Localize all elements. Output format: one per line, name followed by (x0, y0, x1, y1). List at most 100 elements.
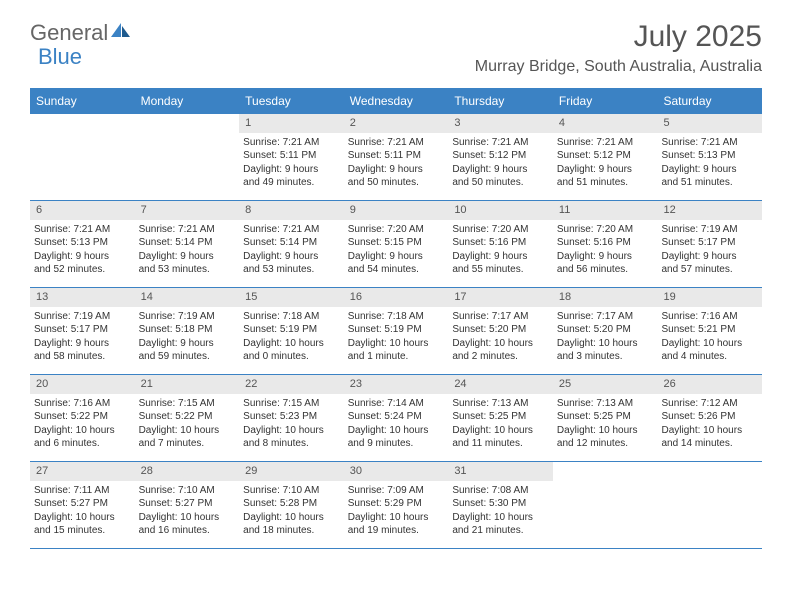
day-content: Sunrise: 7:21 AMSunset: 5:13 PMDaylight:… (657, 133, 762, 194)
day-header-wednesday: Wednesday (344, 88, 449, 114)
day-day1: Daylight: 10 hours (139, 511, 236, 525)
day-day1: Daylight: 10 hours (243, 511, 340, 525)
day-content: Sunrise: 7:21 AMSunset: 5:11 PMDaylight:… (344, 133, 449, 194)
day-content: Sunrise: 7:16 AMSunset: 5:22 PMDaylight:… (30, 394, 135, 455)
day-day1: Daylight: 9 hours (661, 163, 758, 177)
day-day1: Daylight: 10 hours (557, 337, 654, 351)
day-content: Sunrise: 7:19 AMSunset: 5:18 PMDaylight:… (135, 307, 240, 368)
day-cell: 6Sunrise: 7:21 AMSunset: 5:13 PMDaylight… (30, 201, 135, 287)
day-cell: 28Sunrise: 7:10 AMSunset: 5:27 PMDayligh… (135, 462, 240, 548)
day-sunset: Sunset: 5:25 PM (557, 410, 654, 424)
day-day2: and 52 minutes. (34, 263, 131, 277)
day-content: Sunrise: 7:21 AMSunset: 5:14 PMDaylight:… (239, 220, 344, 281)
day-sunrise: Sunrise: 7:11 AM (34, 484, 131, 498)
day-cell: 9Sunrise: 7:20 AMSunset: 5:15 PMDaylight… (344, 201, 449, 287)
day-day2: and 9 minutes. (348, 437, 445, 451)
day-content: Sunrise: 7:20 AMSunset: 5:16 PMDaylight:… (448, 220, 553, 281)
day-day2: and 7 minutes. (139, 437, 236, 451)
day-content: Sunrise: 7:15 AMSunset: 5:22 PMDaylight:… (135, 394, 240, 455)
day-sunset: Sunset: 5:19 PM (243, 323, 340, 337)
day-day1: Daylight: 9 hours (452, 250, 549, 264)
day-number: 29 (239, 462, 344, 481)
day-sunset: Sunset: 5:15 PM (348, 236, 445, 250)
day-cell: 1Sunrise: 7:21 AMSunset: 5:11 PMDaylight… (239, 114, 344, 200)
day-day2: and 14 minutes. (661, 437, 758, 451)
title-block: July 2025 Murray Bridge, South Australia… (475, 20, 762, 76)
day-sunset: Sunset: 5:25 PM (452, 410, 549, 424)
day-header-saturday: Saturday (657, 88, 762, 114)
day-sunrise: Sunrise: 7:18 AM (348, 310, 445, 324)
day-cell: 8Sunrise: 7:21 AMSunset: 5:14 PMDaylight… (239, 201, 344, 287)
day-day2: and 51 minutes. (557, 176, 654, 190)
day-day1: Daylight: 10 hours (452, 337, 549, 351)
day-cell: 13Sunrise: 7:19 AMSunset: 5:17 PMDayligh… (30, 288, 135, 374)
day-cell: 23Sunrise: 7:14 AMSunset: 5:24 PMDayligh… (344, 375, 449, 461)
week-row: 13Sunrise: 7:19 AMSunset: 5:17 PMDayligh… (30, 288, 762, 375)
day-cell: 10Sunrise: 7:20 AMSunset: 5:16 PMDayligh… (448, 201, 553, 287)
day-day2: and 57 minutes. (661, 263, 758, 277)
day-day1: Daylight: 10 hours (557, 424, 654, 438)
day-day2: and 49 minutes. (243, 176, 340, 190)
day-cell: 4Sunrise: 7:21 AMSunset: 5:12 PMDaylight… (553, 114, 658, 200)
day-day2: and 16 minutes. (139, 524, 236, 538)
day-sunrise: Sunrise: 7:10 AM (139, 484, 236, 498)
day-number: 15 (239, 288, 344, 307)
day-content: Sunrise: 7:10 AMSunset: 5:28 PMDaylight:… (239, 481, 344, 542)
day-content: Sunrise: 7:21 AMSunset: 5:12 PMDaylight:… (553, 133, 658, 194)
day-day2: and 19 minutes. (348, 524, 445, 538)
day-content: Sunrise: 7:16 AMSunset: 5:21 PMDaylight:… (657, 307, 762, 368)
day-sunrise: Sunrise: 7:13 AM (557, 397, 654, 411)
day-cell: 22Sunrise: 7:15 AMSunset: 5:23 PMDayligh… (239, 375, 344, 461)
day-day2: and 53 minutes. (243, 263, 340, 277)
day-day2: and 12 minutes. (557, 437, 654, 451)
day-day1: Daylight: 10 hours (34, 511, 131, 525)
day-number: 1 (239, 114, 344, 133)
day-day1: Daylight: 9 hours (557, 250, 654, 264)
day-number: 25 (553, 375, 658, 394)
day-cell: 14Sunrise: 7:19 AMSunset: 5:18 PMDayligh… (135, 288, 240, 374)
day-sunrise: Sunrise: 7:09 AM (348, 484, 445, 498)
day-day2: and 56 minutes. (557, 263, 654, 277)
day-number: 27 (30, 462, 135, 481)
day-number: 30 (344, 462, 449, 481)
day-day1: Daylight: 9 hours (348, 250, 445, 264)
day-cell: 3Sunrise: 7:21 AMSunset: 5:12 PMDaylight… (448, 114, 553, 200)
day-cell: 2Sunrise: 7:21 AMSunset: 5:11 PMDaylight… (344, 114, 449, 200)
day-number: 5 (657, 114, 762, 133)
day-day2: and 3 minutes. (557, 350, 654, 364)
day-cell: 7Sunrise: 7:21 AMSunset: 5:14 PMDaylight… (135, 201, 240, 287)
day-header-monday: Monday (135, 88, 240, 114)
week-row: 1Sunrise: 7:21 AMSunset: 5:11 PMDaylight… (30, 114, 762, 201)
day-day2: and 2 minutes. (452, 350, 549, 364)
day-sunrise: Sunrise: 7:17 AM (452, 310, 549, 324)
day-number: 4 (553, 114, 658, 133)
day-header-friday: Friday (553, 88, 658, 114)
day-sunset: Sunset: 5:28 PM (243, 497, 340, 511)
weeks-container: 1Sunrise: 7:21 AMSunset: 5:11 PMDaylight… (30, 114, 762, 549)
day-header-row: Sunday Monday Tuesday Wednesday Thursday… (30, 88, 762, 114)
day-content: Sunrise: 7:15 AMSunset: 5:23 PMDaylight:… (239, 394, 344, 455)
day-day2: and 50 minutes. (452, 176, 549, 190)
day-sunrise: Sunrise: 7:15 AM (243, 397, 340, 411)
day-day1: Daylight: 9 hours (557, 163, 654, 177)
day-day2: and 11 minutes. (452, 437, 549, 451)
day-sunset: Sunset: 5:30 PM (452, 497, 549, 511)
day-sunrise: Sunrise: 7:15 AM (139, 397, 236, 411)
day-day1: Daylight: 9 hours (243, 250, 340, 264)
day-sunrise: Sunrise: 7:21 AM (243, 223, 340, 237)
day-cell: 15Sunrise: 7:18 AMSunset: 5:19 PMDayligh… (239, 288, 344, 374)
day-header-tuesday: Tuesday (239, 88, 344, 114)
day-day1: Daylight: 9 hours (34, 337, 131, 351)
day-day1: Daylight: 10 hours (661, 337, 758, 351)
day-sunrise: Sunrise: 7:21 AM (661, 136, 758, 150)
day-day2: and 51 minutes. (661, 176, 758, 190)
day-number: 9 (344, 201, 449, 220)
day-cell: 29Sunrise: 7:10 AMSunset: 5:28 PMDayligh… (239, 462, 344, 548)
day-sunset: Sunset: 5:16 PM (557, 236, 654, 250)
day-sunset: Sunset: 5:26 PM (661, 410, 758, 424)
week-row: 6Sunrise: 7:21 AMSunset: 5:13 PMDaylight… (30, 201, 762, 288)
day-sunset: Sunset: 5:20 PM (452, 323, 549, 337)
day-day1: Daylight: 9 hours (34, 250, 131, 264)
day-sunset: Sunset: 5:16 PM (452, 236, 549, 250)
day-sunset: Sunset: 5:20 PM (557, 323, 654, 337)
